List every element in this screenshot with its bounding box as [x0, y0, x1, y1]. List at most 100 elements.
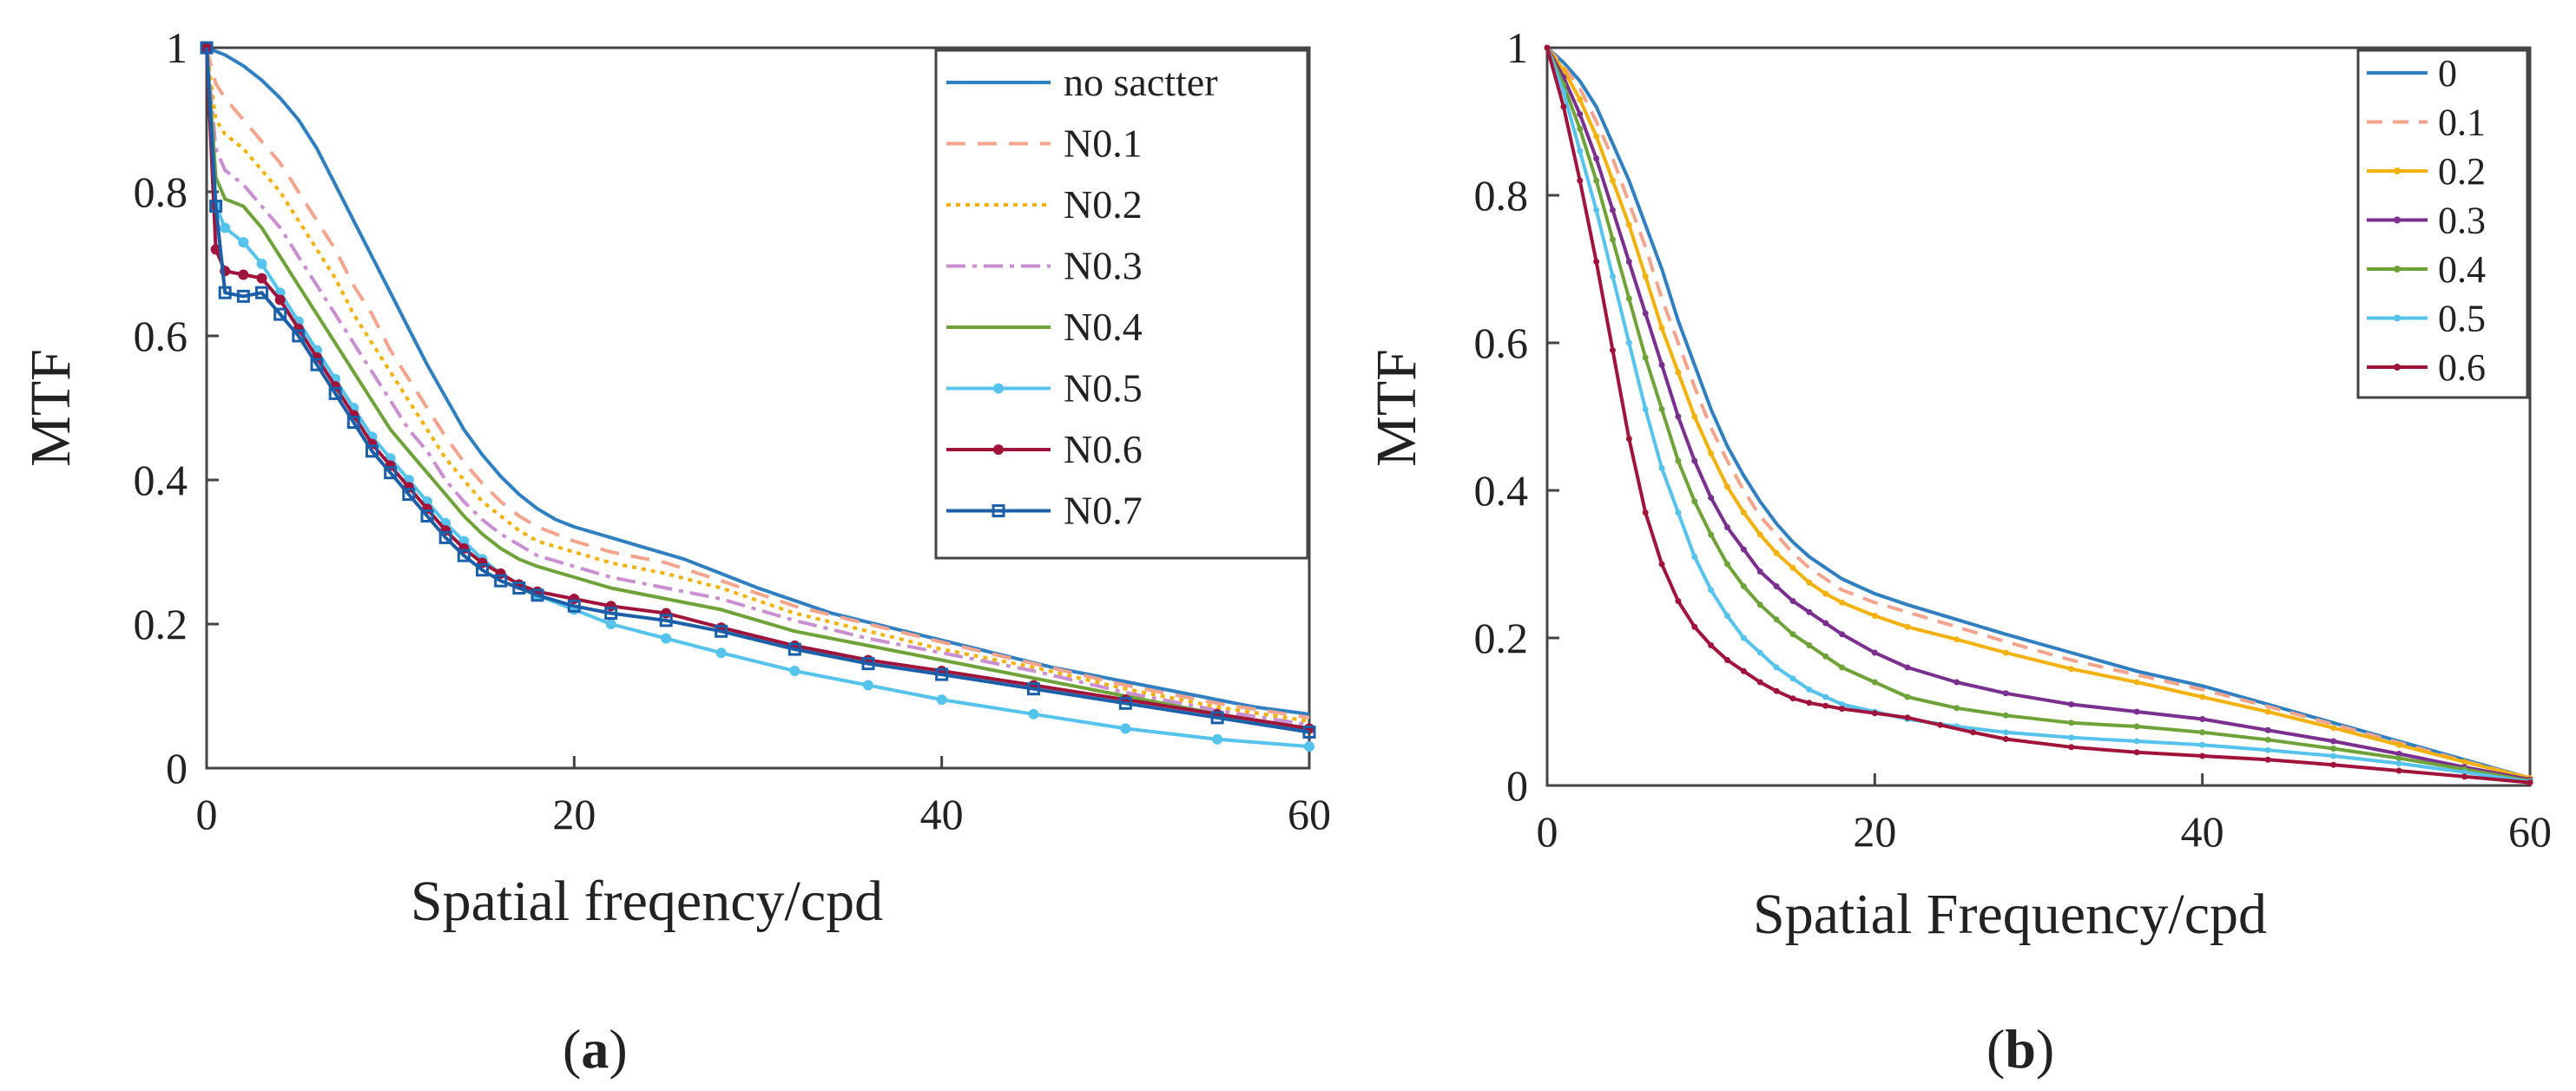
- panel-b-data-point: [2264, 726, 2271, 733]
- panel-a-data-point: [863, 680, 873, 691]
- panel-b-data-point: [1642, 273, 1649, 279]
- panel-b-data-point: [2330, 746, 2337, 752]
- panel-a-data-point: [310, 358, 324, 371]
- panel-b-data-point: [1642, 310, 1649, 317]
- panel-b-data-point: [1691, 457, 1698, 464]
- panel-b-data-point: [1708, 642, 1715, 648]
- panel-a-series-markers-n0-7: [200, 41, 1316, 739]
- panel-b-data-point: [1937, 721, 1944, 728]
- panel-b-data-point: [1675, 457, 1682, 464]
- panel-b-data-point: [1560, 103, 1567, 110]
- panel-b-data-point: [1822, 693, 1829, 700]
- panel-a-legend-label-n0-2: N0.2: [1064, 182, 1143, 227]
- panel-b-legend-marker: [2394, 216, 2401, 224]
- panel-b-data-point: [1773, 664, 1780, 671]
- panel-b-data-point: [1642, 406, 1649, 412]
- panel-a-y-tick-label: 0.8: [134, 168, 188, 216]
- panel-b-y-axis-label: MTF: [1365, 349, 1428, 467]
- panel-a-series-line-n0-7: [205, 47, 1310, 734]
- panel-a-data-point: [292, 329, 306, 343]
- panel-a-data-point: [457, 549, 471, 562]
- panel-a-data-point: [715, 624, 728, 638]
- panel-a-data-point: [1120, 723, 1131, 734]
- panel-b-data-point: [2395, 760, 2402, 766]
- panel-b-data-point: [1724, 657, 1731, 663]
- panel-b-data-point: [2461, 759, 2468, 766]
- panel-b-data-point: [1577, 111, 1584, 117]
- panel-b-data-point: [2461, 769, 2468, 776]
- panel-b-data-point: [1625, 436, 1632, 442]
- panel-a-legend-marker: [993, 383, 1004, 394]
- panel-a-legend-label-n0-6: N0.6: [1064, 427, 1143, 471]
- panel-b-data-point: [1577, 96, 1584, 102]
- panel-b-x-axis-label: Spatial Frequency/cpd: [1753, 883, 2267, 946]
- panel-a-x-tick-label: 60: [1288, 790, 1331, 838]
- panel-b-data-point: [1577, 177, 1584, 184]
- panel-a-data-point: [328, 386, 342, 400]
- panel-b-data-point: [1691, 554, 1698, 560]
- panel-a-chart: 0 20 40 60 0 0.2 0.4 0.6 0.8 1 Spatial freqency/c…: [19, 23, 1331, 933]
- panel-b-y-tick-label: 0.8: [1474, 171, 1529, 220]
- panel-b-data-point: [1806, 579, 1813, 586]
- panel-b-data-point: [1806, 642, 1813, 648]
- panel-b-data-point: [1560, 89, 1567, 95]
- panel-b-data-point: [2264, 756, 2271, 763]
- panel-a-data-point: [715, 647, 727, 659]
- panel-b-data-point: [1708, 495, 1715, 501]
- panel-a-data-point: [530, 588, 544, 602]
- panel-b-data-point: [1756, 531, 1763, 538]
- panel-b-data-point: [1658, 406, 1665, 412]
- panel-b-legend-marker: [2394, 266, 2401, 273]
- panel-b-data-point: [2330, 761, 2337, 768]
- panel-a-data-point: [273, 307, 287, 321]
- panel-a-series-line-no-sactter: [206, 46, 1310, 716]
- panel-b-data-point: [2395, 750, 2402, 757]
- panel-b-data-point: [1691, 498, 1698, 505]
- panel-a-data-point: [659, 614, 673, 628]
- panel-a-legend-box: [934, 49, 1309, 560]
- panel-a-data-point: [789, 665, 800, 676]
- panel-b-data-point: [2264, 708, 2271, 715]
- panel-a-series-line-n0-4: [205, 47, 1310, 731]
- panel-b-data-point: [1871, 613, 1878, 619]
- panel-a-data-point: [1210, 711, 1224, 725]
- panel-b-label: (b): [1986, 1018, 2055, 1080]
- panel-b-x-tick-label: 40: [2181, 807, 2224, 856]
- panel-b-data-point: [2199, 741, 2206, 748]
- panel-b-data-point: [1871, 679, 1878, 686]
- panel-b-x-tick-label: 0: [1537, 807, 1558, 856]
- panel-b-data-point: [1871, 710, 1878, 717]
- panel-b-data-point: [1675, 509, 1682, 516]
- panel-a-data-point: [238, 237, 249, 248]
- panel-b-series: [1544, 44, 2533, 786]
- panel-a-data-point: [1304, 741, 1314, 753]
- panel-b-data-point: [1724, 524, 1731, 530]
- panel-b-data-point: [1609, 273, 1616, 279]
- panel-b-data-point: [2133, 723, 2140, 730]
- panel-b-data-point: [1740, 509, 1747, 516]
- panel-a-data-point: [476, 563, 489, 577]
- panel-a-series: [200, 41, 1316, 753]
- panel-b-data-point: [1625, 295, 1632, 302]
- panel-b-legend-label-0-4: 0.4: [2438, 248, 2486, 291]
- panel-a-data-point: [200, 41, 214, 55]
- panel-b-data-point: [1789, 695, 1796, 702]
- panel-b-data-point: [1839, 706, 1846, 713]
- panel-a-data-point: [438, 530, 452, 544]
- panel-a-data-point: [1118, 696, 1132, 710]
- panel-b-data-point: [2461, 773, 2468, 780]
- panel-b-data-point: [2199, 729, 2206, 736]
- panel-a-data-point: [402, 488, 416, 502]
- panel-a-x-tick-label: 0: [196, 790, 218, 838]
- panel-a-data-point: [936, 694, 947, 706]
- panel-b-legend-box: [2356, 49, 2529, 399]
- panel-a-legend-label-n0-4: N0.4: [1064, 305, 1143, 349]
- panel-a-legend-label-no-sactter: no sactter: [1064, 60, 1218, 104]
- panel-a-data-point: [420, 509, 434, 522]
- panel-b-data-point: [2068, 701, 2075, 707]
- panel-b-data-point: [1953, 679, 1960, 686]
- panel-b-legend-marker: [2394, 314, 2401, 322]
- panel-a-data-point: [255, 286, 268, 299]
- panel-b-legend-marker: [2394, 168, 2401, 174]
